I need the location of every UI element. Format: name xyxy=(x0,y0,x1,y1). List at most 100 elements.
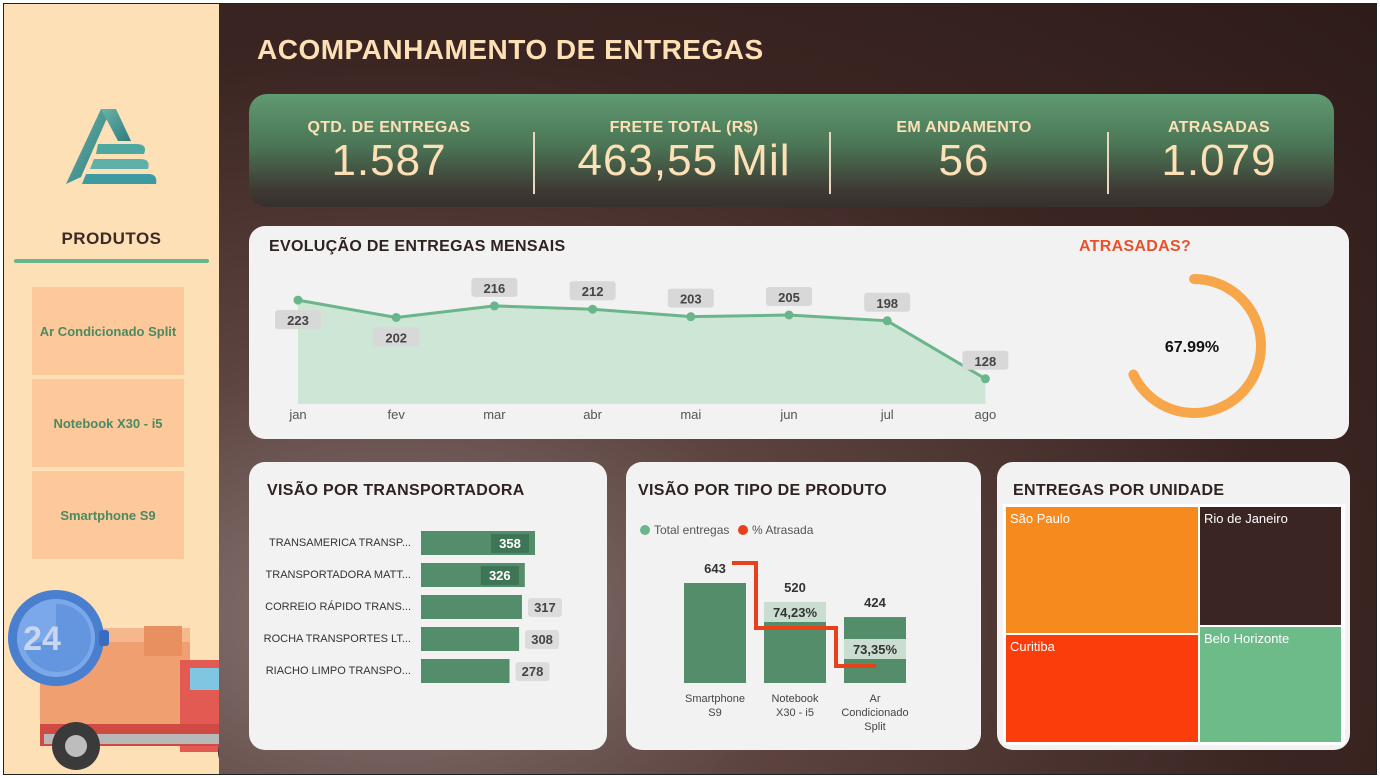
kpi-label: ATRASADAS xyxy=(1168,119,1270,136)
line-chart-point xyxy=(293,295,303,305)
kpi-separator xyxy=(533,132,535,194)
kpi-frete-total: FRETE TOTAL (R$) 463,55 Mil xyxy=(549,94,819,207)
line-chart-title: EVOLUÇÃO DE ENTREGAS MENSAIS xyxy=(269,238,566,255)
main-area: ACOMPANHAMENTO DE ENTREGAS QTD. DE ENTRE… xyxy=(219,4,1376,774)
line-chart-data-label: 202 xyxy=(385,330,407,345)
kpi-value: 463,55 Mil xyxy=(577,136,791,185)
transportadora-label-bg xyxy=(480,566,519,585)
line-chart-area xyxy=(298,300,986,404)
donut-chart: 67.99% xyxy=(1128,274,1266,418)
tipo-produto-bar xyxy=(684,583,746,683)
transportadora-data-label: 358 xyxy=(499,536,521,551)
kpi-separator xyxy=(1107,132,1109,194)
company-logo-icon xyxy=(66,109,157,184)
treemap-cell xyxy=(1200,627,1341,742)
legend-swatch xyxy=(640,525,650,535)
tipo-produto-pct-label-bg xyxy=(764,602,826,622)
unidade-card: ENTREGAS POR UNIDADE São Paulo Rio de Jan… xyxy=(997,462,1350,750)
tipo-produto-atrasada-line xyxy=(732,561,876,668)
transportadora-category-label: ROCHA TRANSPORTES LT... xyxy=(264,633,411,645)
line-chart-point xyxy=(588,304,598,314)
tipo-produto-x-tick: Ar xyxy=(870,693,881,705)
kpi-value: 1.079 xyxy=(1161,136,1277,185)
treemap-cell xyxy=(1006,635,1198,742)
line-chart-x-tick: fev xyxy=(388,407,406,422)
treemap-cell-label: São Paulo xyxy=(1010,511,1070,526)
transportadora-bar xyxy=(421,627,520,651)
product-button-smartphone[interactable]: Smartphone S9 xyxy=(32,471,184,559)
tipo-produto-x-tick: X30 - i5 xyxy=(776,707,814,719)
line-chart-data-label-bg xyxy=(569,281,616,301)
treemap-cell-label: Rio de Janeiro xyxy=(1204,511,1288,526)
tipo-produto-title: VISÃO POR TIPO DE PRODUTO xyxy=(638,482,888,499)
line-chart-point xyxy=(882,316,892,326)
kpi-qtd-entregas: QTD. DE ENTREGAS 1.587 xyxy=(269,94,509,207)
legend-atrasada: % Atrasada xyxy=(738,523,813,537)
transportadora-category-label: CORREIO RÁPIDO TRANS... xyxy=(265,600,411,613)
transportadora-bar xyxy=(421,595,522,619)
line-chart-data-label: 216 xyxy=(484,281,506,296)
line-chart-point xyxy=(391,312,401,322)
transportadora-label-bg xyxy=(527,598,562,617)
transportadora-category-label: TRANSPORTADORA MATT... xyxy=(266,569,411,581)
tipo-produto-x-tick: S9 xyxy=(708,707,721,719)
line-chart-data-label: 198 xyxy=(876,296,898,311)
legend-label: Total entregas xyxy=(654,523,730,537)
legend-total-entregas: Total entregas xyxy=(640,523,729,537)
kpi-value: 56 xyxy=(938,136,990,185)
line-chart-x-tick: abr xyxy=(583,407,602,422)
line-chart-point xyxy=(784,310,794,320)
transportadora-card: VISÃO POR TRANSPORTADORA TRANSAMERICA TR… xyxy=(249,462,607,750)
product-button-ar-condicionado[interactable]: Ar Condicionado Split xyxy=(32,287,184,375)
line-chart-x-tick: jul xyxy=(880,407,894,422)
tipo-produto-data-label: 520 xyxy=(784,580,806,595)
transportadora-data-label: 317 xyxy=(534,600,556,615)
line-chart-x-tick: mar xyxy=(483,407,506,422)
transportadora-label-bg xyxy=(525,630,560,649)
product-label: Ar Condicionado Split xyxy=(39,323,177,339)
unidade-title: ENTREGAS POR UNIDADE xyxy=(1013,482,1225,499)
kpi-separator xyxy=(829,132,831,194)
line-chart-x-tick: mai xyxy=(680,407,701,422)
donut-slice-atrasadas xyxy=(1128,274,1266,418)
page-title: ACOMPANHAMENTO DE ENTREGAS xyxy=(257,34,764,65)
tipo-produto-combo-chart: 643 Smartphone S9 520 Notebook X30 - i5 424 Ar C… xyxy=(684,561,909,733)
transportadora-bar-chart: TRANSAMERICA TRANSP... 358 TRANSPORTADORA … xyxy=(264,531,562,683)
line-chart-data-label-bg xyxy=(864,292,911,312)
transportadora-data-label: 308 xyxy=(531,632,553,647)
transportadora-bar xyxy=(421,659,510,683)
line-chart-data-label-bg xyxy=(766,287,812,306)
kpi-value: 1.587 xyxy=(331,136,447,185)
line-chart-data-label-bg xyxy=(667,288,714,308)
kpi-atrasadas: ATRASADAS 1.079 xyxy=(1119,94,1319,207)
line-chart-data-label-bg xyxy=(471,277,518,297)
treemap-cell-label: Curitiba xyxy=(1010,639,1056,654)
line-chart: 223 jan 202 fev 216 mar 212 abr 203 mai 205 jun 198 j… xyxy=(275,277,1009,422)
transportadora-label-bg xyxy=(491,534,529,553)
product-label: Smartphone S9 xyxy=(60,507,156,523)
line-chart-data-label-bg xyxy=(373,327,420,347)
tipo-produto-data-label: 424 xyxy=(864,595,886,610)
line-chart-x-tick: ago xyxy=(975,407,997,422)
transportadora-category-label: TRANSAMERICA TRANSP... xyxy=(269,537,411,549)
kpi-em-andamento: EM ANDAMENTO 56 xyxy=(844,94,1084,207)
line-chart-data-label: 212 xyxy=(582,284,604,299)
product-button-notebook[interactable]: Notebook X30 - i5 xyxy=(32,379,184,467)
tipo-produto-pct-label: 73,35% xyxy=(853,642,898,657)
evolucao-card: EVOLUÇÃO DE ENTREGAS MENSAIS 223 jan 202 fe… xyxy=(249,226,1349,439)
treemap-cell-label: Belo Horizonte xyxy=(1204,631,1289,646)
produtos-title: PRODUTOS xyxy=(61,229,162,248)
dashboard-frame: PRODUTOS Ar Condicionado Split Notebook … xyxy=(3,3,1377,775)
legend-label: % Atrasada xyxy=(752,523,814,537)
line-chart-point xyxy=(686,312,696,322)
donut-center-label: 67.99% xyxy=(1165,339,1219,356)
treemap-cell xyxy=(1006,507,1198,633)
transportadora-label-bg xyxy=(515,662,550,681)
line-chart-point xyxy=(489,301,499,311)
transportadora-data-label: 326 xyxy=(489,568,511,583)
kpi-label: FRETE TOTAL (R$) xyxy=(609,119,759,136)
line-chart-x-tick: jan xyxy=(288,407,306,422)
line-chart-x-tick: jun xyxy=(779,407,797,422)
clock-number: 24 xyxy=(23,620,61,658)
treemap-cell xyxy=(1200,507,1341,625)
